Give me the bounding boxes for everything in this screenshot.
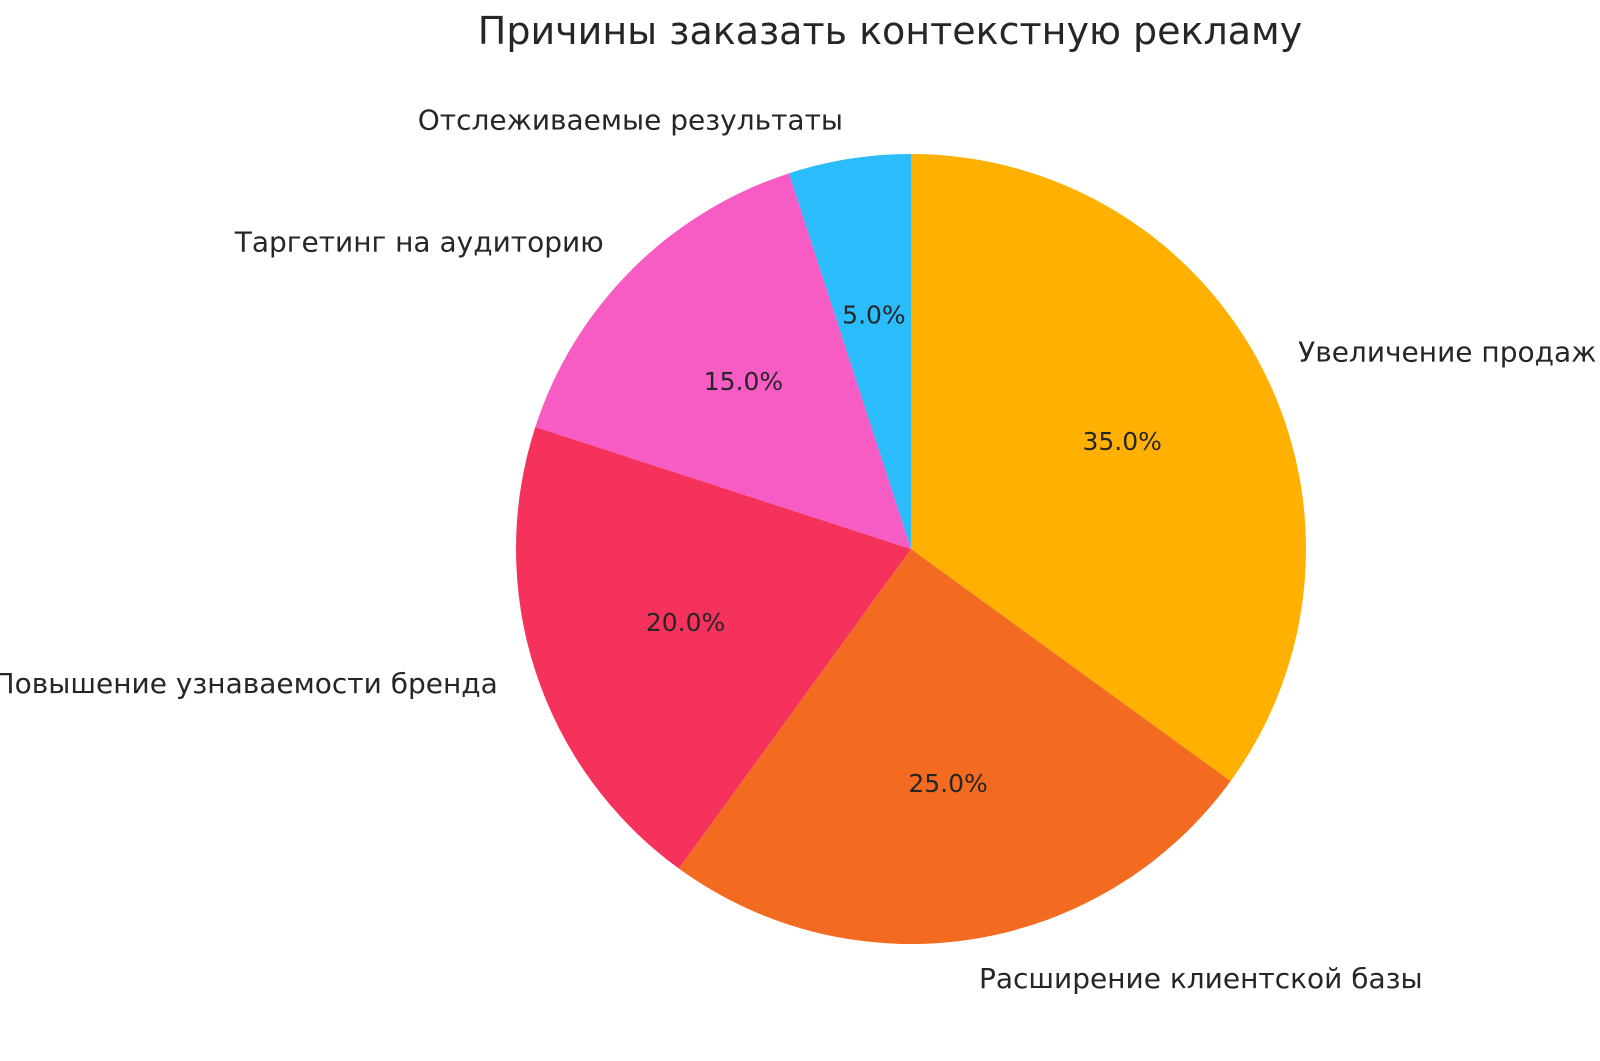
slice-name-label: Таргетинг на аудиторию bbox=[234, 226, 604, 259]
slice-name-label: Отслеживаемые результаты bbox=[418, 104, 843, 137]
slice-name-label: Расширение клиентской базы bbox=[979, 962, 1423, 995]
pie-slice bbox=[535, 173, 911, 549]
slice-percent-label: 35.0% bbox=[1082, 427, 1161, 456]
slice-name-label: Увеличение продаж bbox=[1298, 336, 1596, 369]
slice-percent-label: 25.0% bbox=[908, 769, 987, 798]
slice-percent-label: 15.0% bbox=[704, 367, 783, 396]
pie-slice bbox=[515, 426, 911, 869]
slice-percent-label: 20.0% bbox=[646, 608, 725, 637]
slice-name-label: Повышение узнаваемости бренда bbox=[0, 667, 498, 700]
pie-slice bbox=[911, 154, 1307, 782]
pie-labels-group: 35.0% Увеличение продаж 25.0% Расширение кл… bbox=[0, 104, 1596, 995]
pie-slices-group bbox=[515, 154, 1307, 945]
chart-title: Причины заказать контекстную рекламу bbox=[478, 9, 1302, 53]
slice-percent-label: 5.0% bbox=[842, 301, 906, 330]
pie-slice bbox=[788, 154, 911, 549]
pie-slice bbox=[678, 549, 1231, 945]
